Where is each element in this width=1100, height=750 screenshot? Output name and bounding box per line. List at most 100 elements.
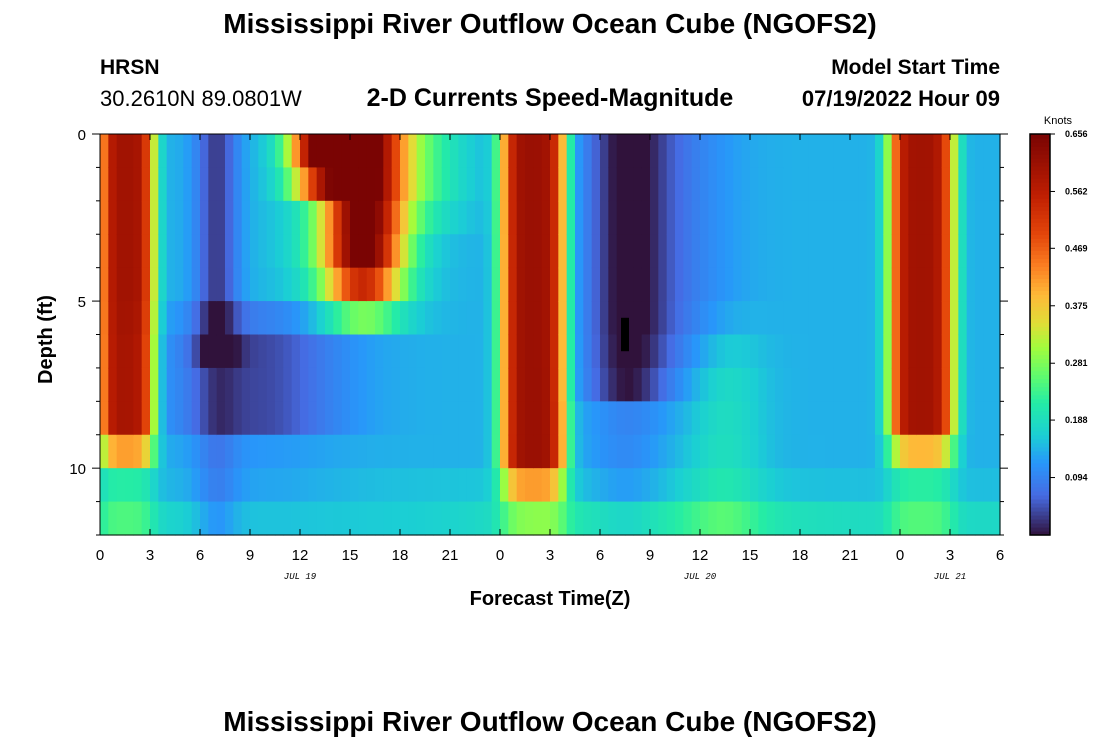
heatmap-cell — [258, 167, 268, 202]
heatmap-cell — [750, 334, 759, 369]
heatmap-cell — [891, 167, 901, 202]
heatmap-cell — [183, 234, 193, 269]
heatmap-cell — [691, 301, 701, 336]
heatmap-cell — [391, 367, 401, 402]
heatmap-cell — [425, 234, 434, 269]
heatmap-cell — [658, 234, 668, 269]
heatmap-cell — [108, 468, 118, 503]
y-axis-title: Depth (ft) — [35, 295, 57, 384]
heatmap-cell — [325, 167, 334, 202]
colorbar-swatch — [1030, 318, 1050, 324]
heatmap-cell — [116, 334, 126, 369]
heatmap-cell — [691, 367, 701, 402]
heatmap-cell — [783, 134, 793, 169]
heatmap-cell — [366, 501, 376, 536]
heatmap-cell — [258, 234, 268, 269]
heatmap-cell — [225, 501, 234, 536]
colorbar-swatch — [1030, 174, 1050, 179]
x-tick-label: 15 — [342, 547, 359, 564]
heatmap-cell — [100, 501, 109, 536]
heatmap-cell — [641, 200, 651, 235]
heatmap-cell — [291, 334, 301, 369]
heatmap-cell — [875, 434, 884, 469]
heatmap-cell — [516, 334, 526, 369]
heatmap-cell — [733, 367, 743, 402]
heatmap-cell — [300, 367, 309, 402]
heatmap-cell — [700, 501, 709, 536]
heatmap-cell — [125, 468, 134, 503]
heatmap-cell — [925, 167, 934, 202]
heatmap-cell — [741, 367, 751, 402]
colorbar-swatch — [1030, 434, 1050, 440]
heatmap-cell — [641, 267, 651, 302]
heatmap-cell — [416, 501, 426, 536]
heatmap-cell — [125, 434, 134, 469]
heatmap-cell — [133, 501, 143, 536]
heatmap-cell — [816, 200, 826, 235]
heatmap-cell — [733, 134, 743, 169]
heatmap-cell — [841, 468, 851, 503]
heatmap-cell — [691, 267, 701, 302]
heatmap-cell — [975, 200, 984, 235]
heatmap-cell — [350, 501, 359, 536]
heatmap-cell — [541, 468, 551, 503]
heatmap-cell — [700, 134, 709, 169]
heatmap-cell — [141, 200, 151, 235]
heatmap-cell — [916, 200, 926, 235]
heatmap-cell — [191, 200, 201, 235]
heatmap-cell — [341, 434, 351, 469]
heatmap-cell — [366, 200, 376, 235]
heatmap-cell — [600, 434, 609, 469]
heatmap-cell — [183, 301, 193, 336]
heatmap-cell — [633, 167, 643, 202]
heatmap-cell — [875, 468, 884, 503]
heatmap-cell — [183, 434, 193, 469]
heatmap-cell — [491, 434, 501, 469]
heatmap-cell — [116, 367, 126, 402]
heatmap-cell — [733, 234, 743, 269]
colorbar-swatch — [1030, 374, 1050, 380]
heatmap-cell — [275, 200, 284, 235]
heatmap-cell — [333, 468, 343, 503]
heatmap-cell — [608, 334, 618, 369]
heatmap-cell — [908, 200, 918, 235]
heatmap-cell — [333, 267, 343, 302]
heatmap-cell — [266, 200, 276, 235]
heatmap-cell — [941, 301, 951, 336]
colorbar-swatch — [1030, 446, 1050, 452]
heatmap-cell — [966, 468, 976, 503]
heatmap-cell — [350, 234, 359, 269]
heatmap-cell — [916, 134, 926, 169]
heatmap-cell — [316, 301, 326, 336]
heatmap-cell — [250, 301, 259, 336]
heatmap-cell — [966, 234, 976, 269]
heatmap-cell — [116, 200, 126, 235]
heatmap-cell — [275, 367, 284, 402]
heatmap-cell — [900, 234, 909, 269]
heatmap-cell — [966, 501, 976, 536]
heatmap-cell — [825, 234, 834, 269]
heatmap-cell — [941, 200, 951, 235]
heatmap-cell — [941, 167, 951, 202]
heatmap-cell — [650, 267, 659, 302]
heatmap-cell — [975, 434, 984, 469]
heatmap-cell — [308, 167, 318, 202]
heatmap-cell — [425, 134, 434, 169]
heatmap-cell — [475, 200, 484, 235]
heatmap-cell — [983, 234, 993, 269]
heatmap-cell — [275, 401, 284, 436]
heatmap-cell — [283, 334, 293, 369]
heatmap-cell — [375, 234, 384, 269]
heatmap-cell — [516, 468, 526, 503]
x-tick-label: 6 — [196, 547, 204, 564]
heatmap-cell — [116, 401, 126, 436]
heatmap-cell — [441, 401, 451, 436]
colorbar-swatch — [1030, 422, 1050, 428]
heatmap-cell — [616, 401, 626, 436]
heatmap-cell — [266, 134, 276, 169]
colorbar-swatch — [1030, 458, 1050, 464]
heatmap-cell — [350, 434, 359, 469]
colorbar-swatch — [1030, 526, 1050, 532]
heatmap-cell — [600, 468, 609, 503]
heatmap-cell — [758, 367, 768, 402]
